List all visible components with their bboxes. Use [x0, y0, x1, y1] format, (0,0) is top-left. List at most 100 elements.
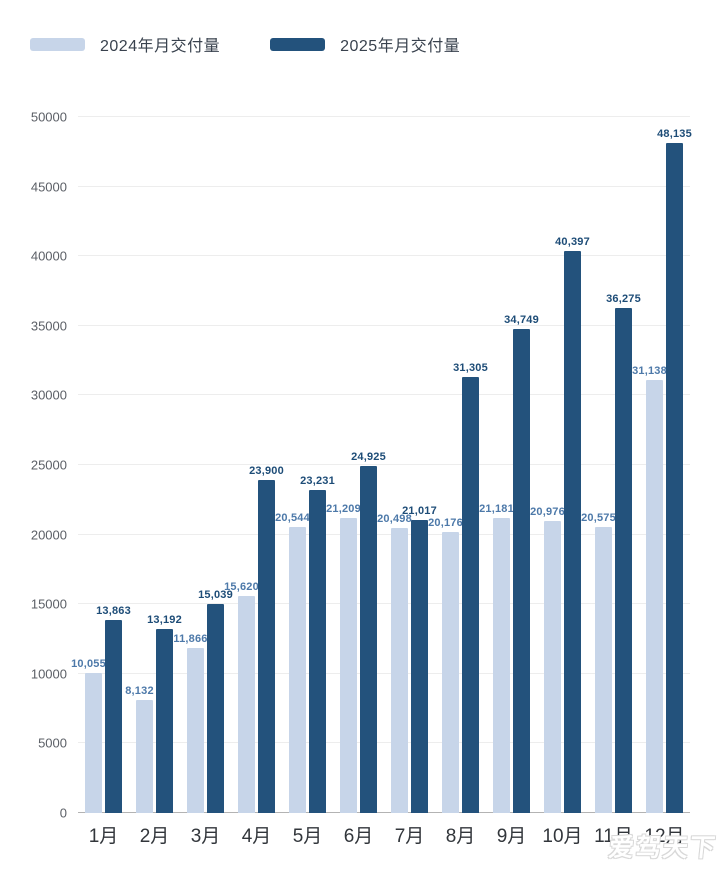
y-tick-label: 0 — [59, 805, 67, 821]
month-group: 15,620 23,900 — [224, 117, 284, 813]
gridline — [78, 464, 690, 465]
month-group: 20,544 23,231 — [275, 117, 335, 813]
watermark: 爱驾天下 — [607, 834, 719, 862]
bar-value-label: 20,544 — [275, 512, 310, 524]
bar-value-label: 21,209 — [326, 502, 361, 515]
bar-value-label: 36,275 — [606, 293, 641, 306]
bar-2025: 48,135 — [657, 128, 692, 813]
y-tick-label: 20000 — [30, 527, 67, 543]
bar-2025: 24,925 — [351, 451, 386, 813]
y-tick-label: 25000 — [30, 457, 67, 473]
bar-2025: 13,863 — [96, 605, 131, 813]
gridline — [78, 185, 690, 187]
month-group: 10,055 13,863 — [71, 117, 131, 813]
plot-area: 0 5000 10000 15000 20000 25000 30000 35000 40000… — [31, 110, 692, 848]
bar-value-label: 20,498 — [377, 512, 412, 525]
bar-2025: 23,900 — [249, 465, 284, 813]
bar-2024: 15,620 — [224, 581, 259, 813]
bar-2025: 31,305 — [453, 362, 488, 813]
bar-2025: 21,017 — [402, 505, 437, 813]
bar-2024: 10,055 — [71, 658, 106, 813]
bar-value-label: 23,900 — [249, 465, 284, 478]
bar-value-label: 48,135 — [657, 128, 692, 140]
bars-layer: 10,055 13,863 8,132 13,192 11,866 15,039 15,62… — [71, 117, 692, 813]
x-axis-line — [78, 812, 690, 813]
legend-item-2025[interactable]: 2025年月交付量 — [270, 32, 460, 56]
bar-2024: 21,181 — [479, 503, 514, 813]
bar-2024: 20,176 — [428, 517, 463, 813]
bar-value-label: 13,192 — [147, 614, 182, 627]
bar-value-label: 34,749 — [504, 314, 539, 327]
legend: 2024年月交付量 2025年月交付量 — [30, 32, 460, 56]
x-tick-label: 4月 — [241, 826, 272, 847]
gridline — [78, 742, 690, 744]
bar-value-label: 20,976 — [530, 506, 565, 518]
bar-2024: 11,866 — [173, 633, 207, 813]
y-tick-label: 45000 — [30, 179, 67, 195]
bar-2024: 20,575 — [581, 512, 616, 813]
y-tick-label: 50000 — [30, 109, 67, 125]
bar-2024: 21,209 — [326, 503, 361, 813]
gridline — [78, 603, 690, 605]
bar-value-label: 31,305 — [453, 362, 488, 375]
gridline — [78, 394, 690, 396]
x-tick-label: 9月 — [496, 826, 527, 847]
x-axis: 1月 2月 3月 4月 5月 6月 7月 8月 9月 10月 11月 12月 — [78, 821, 690, 848]
bar-value-label: 24,925 — [351, 451, 386, 463]
bar-value-label: 40,397 — [555, 235, 590, 248]
bar-value-label: 15,620 — [224, 580, 259, 593]
bar-value-label: 20,176 — [428, 517, 463, 530]
month-group: 11,866 15,039 — [173, 117, 233, 813]
x-tick-label: 1月 — [88, 826, 119, 847]
x-tick-label: 5月 — [292, 826, 323, 847]
month-group: 20,498 21,017 — [377, 117, 437, 813]
bar-2024: 8,132 — [125, 685, 154, 813]
month-group: 21,209 24,925 — [326, 117, 386, 813]
x-tick-label: 11月 — [594, 826, 633, 847]
bar-value-label: 23,231 — [300, 474, 335, 487]
y-tick-label: 30000 — [30, 387, 67, 403]
bar-value-label: 15,039 — [198, 588, 233, 601]
month-group: 20,575 36,275 — [581, 117, 641, 813]
bar-2025: 36,275 — [606, 293, 641, 813]
x-tick-label: 10月 — [542, 826, 583, 847]
y-tick-label: 35000 — [30, 318, 67, 334]
y-tick-label: 40000 — [30, 248, 67, 264]
month-group: 21,181 34,749 — [479, 117, 539, 813]
gridline — [78, 533, 690, 535]
bar-2025: 34,749 — [504, 314, 539, 813]
y-tick-label: 5000 — [38, 735, 67, 751]
bar-value-label: 10,055 — [71, 658, 106, 670]
month-group: 20,176 31,305 — [428, 117, 488, 813]
bar-2024: 20,498 — [377, 513, 412, 813]
x-tick-label: 2月 — [139, 826, 170, 847]
x-tick-label: 12月 — [644, 826, 685, 847]
bar-2024: 31,138 — [632, 365, 667, 813]
bar-value-label: 31,138 — [632, 364, 667, 377]
gridline — [78, 116, 690, 117]
bar-2024: 20,544 — [275, 512, 310, 813]
bar-value-label: 8,132 — [125, 684, 154, 697]
month-group: 8,132 13,192 — [125, 117, 182, 813]
x-tick-label: 8月 — [445, 826, 476, 847]
bar-2025: 13,192 — [147, 614, 182, 813]
gridline — [78, 672, 690, 674]
legend-label-2025: 2025年月交付量 — [340, 38, 461, 55]
bar-2024: 20,976 — [530, 506, 565, 813]
bar-value-label: 11,866 — [173, 632, 208, 645]
bar-2025: 23,231 — [300, 475, 335, 813]
legend-swatch-2024 — [30, 37, 85, 51]
y-tick-label: 10000 — [30, 666, 67, 682]
legend-item-2024[interactable]: 2024年月交付量 — [30, 32, 220, 56]
gridline — [78, 324, 690, 326]
legend-swatch-2025 — [270, 37, 326, 51]
bar-value-label: 20,575 — [581, 511, 616, 524]
bar-value-label: 21,181 — [479, 503, 514, 516]
bar-2025: 40,397 — [555, 236, 590, 813]
bar-value-label: 21,017 — [402, 505, 437, 518]
gridline — [78, 255, 690, 257]
month-group: 31,138 48,135 — [632, 117, 692, 813]
x-tick-label: 6月 — [343, 826, 374, 847]
x-tick-label: 3月 — [190, 826, 221, 847]
